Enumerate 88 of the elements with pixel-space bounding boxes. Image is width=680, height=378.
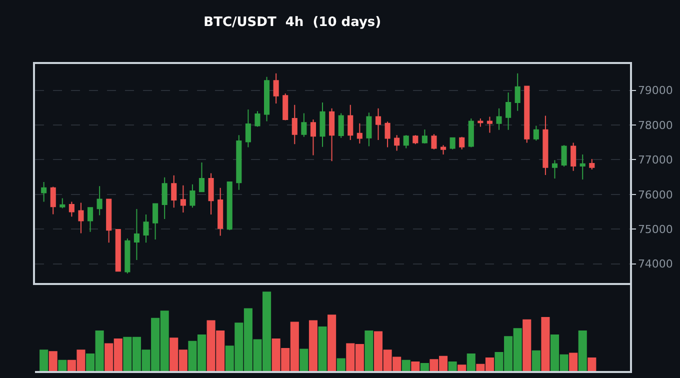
candlestick bbox=[134, 208, 140, 260]
candlestick bbox=[78, 202, 84, 234]
y-tick-label: 77000 bbox=[638, 154, 673, 167]
bar bbox=[466, 354, 476, 371]
candlestick bbox=[88, 207, 94, 232]
bar bbox=[532, 350, 540, 371]
candlestick bbox=[143, 214, 149, 244]
candlestick bbox=[533, 125, 539, 142]
y-tick-label: 75000 bbox=[638, 222, 673, 236]
candlestick bbox=[431, 134, 437, 150]
candlestick bbox=[198, 162, 205, 192]
candlestick bbox=[440, 144, 446, 156]
chart-title: BTC/USDT 4h (10 days) bbox=[204, 15, 382, 30]
candlestick bbox=[412, 134, 418, 145]
candlestick bbox=[403, 134, 409, 149]
candlestick bbox=[171, 174, 177, 208]
y-tick-label: 76000 bbox=[638, 188, 673, 202]
candlestick bbox=[552, 160, 558, 179]
candlestick bbox=[264, 76, 270, 122]
bar bbox=[328, 314, 336, 371]
candlestick bbox=[310, 119, 316, 156]
candlestick bbox=[580, 154, 586, 180]
candlestick bbox=[450, 137, 456, 150]
bar bbox=[48, 351, 58, 371]
bar bbox=[411, 361, 420, 371]
candlestick bbox=[496, 108, 502, 130]
candlestick bbox=[338, 112, 344, 138]
bar bbox=[308, 320, 318, 371]
candlestick bbox=[180, 184, 186, 213]
y-tick-label: 79000 bbox=[638, 84, 673, 98]
candlestick bbox=[394, 134, 400, 152]
candlestick bbox=[348, 104, 354, 140]
y-tick-label: 78000 bbox=[638, 118, 673, 132]
candlestick bbox=[589, 158, 595, 170]
candlestick bbox=[468, 118, 474, 148]
bar bbox=[522, 319, 532, 371]
candlestick bbox=[152, 203, 158, 240]
candlestick bbox=[282, 92, 288, 121]
bar bbox=[40, 350, 48, 371]
candlestick bbox=[190, 184, 196, 208]
candlestick bbox=[218, 187, 224, 236]
candlestick bbox=[301, 112, 307, 138]
candlestick bbox=[273, 72, 279, 104]
candlestick bbox=[106, 198, 112, 244]
bar bbox=[420, 363, 429, 371]
candlestick bbox=[292, 104, 298, 145]
candlestick bbox=[524, 86, 530, 144]
bar bbox=[336, 358, 346, 371]
candlestick bbox=[506, 92, 512, 130]
bar bbox=[541, 317, 550, 371]
candlestick bbox=[384, 121, 390, 148]
bar bbox=[364, 330, 374, 371]
bar bbox=[578, 330, 587, 371]
candlestick bbox=[486, 116, 492, 134]
candlestick bbox=[162, 176, 168, 220]
bar bbox=[588, 358, 596, 371]
candlestick bbox=[236, 134, 242, 190]
candlestick bbox=[208, 172, 214, 216]
candlestick bbox=[422, 129, 428, 144]
candlestick bbox=[245, 108, 251, 148]
bar bbox=[569, 352, 578, 371]
bar bbox=[300, 348, 308, 371]
candlestick bbox=[459, 136, 465, 150]
bar bbox=[58, 360, 67, 371]
candlestick bbox=[115, 228, 121, 272]
candlestick bbox=[478, 118, 484, 128]
candlestick bbox=[254, 110, 260, 128]
candlestick bbox=[375, 108, 382, 140]
candlestick bbox=[329, 108, 335, 162]
candlestick bbox=[41, 181, 47, 202]
candlestick bbox=[356, 122, 362, 144]
bar bbox=[448, 361, 457, 371]
candlestick bbox=[50, 186, 56, 215]
candlestick bbox=[60, 198, 66, 209]
candlestick bbox=[226, 181, 232, 231]
candlestick bbox=[320, 102, 326, 148]
bar bbox=[318, 326, 327, 371]
candlestick bbox=[124, 238, 130, 274]
candlestick bbox=[570, 142, 576, 172]
bar bbox=[458, 364, 466, 371]
bar bbox=[402, 360, 410, 371]
candlestick bbox=[68, 201, 74, 218]
candlestick bbox=[561, 144, 567, 168]
candlestick bbox=[366, 112, 372, 147]
candlestick bbox=[96, 186, 102, 216]
y-tick-label: 74000 bbox=[638, 258, 673, 271]
candlestick bbox=[514, 72, 520, 112]
candlestick bbox=[542, 115, 548, 176]
